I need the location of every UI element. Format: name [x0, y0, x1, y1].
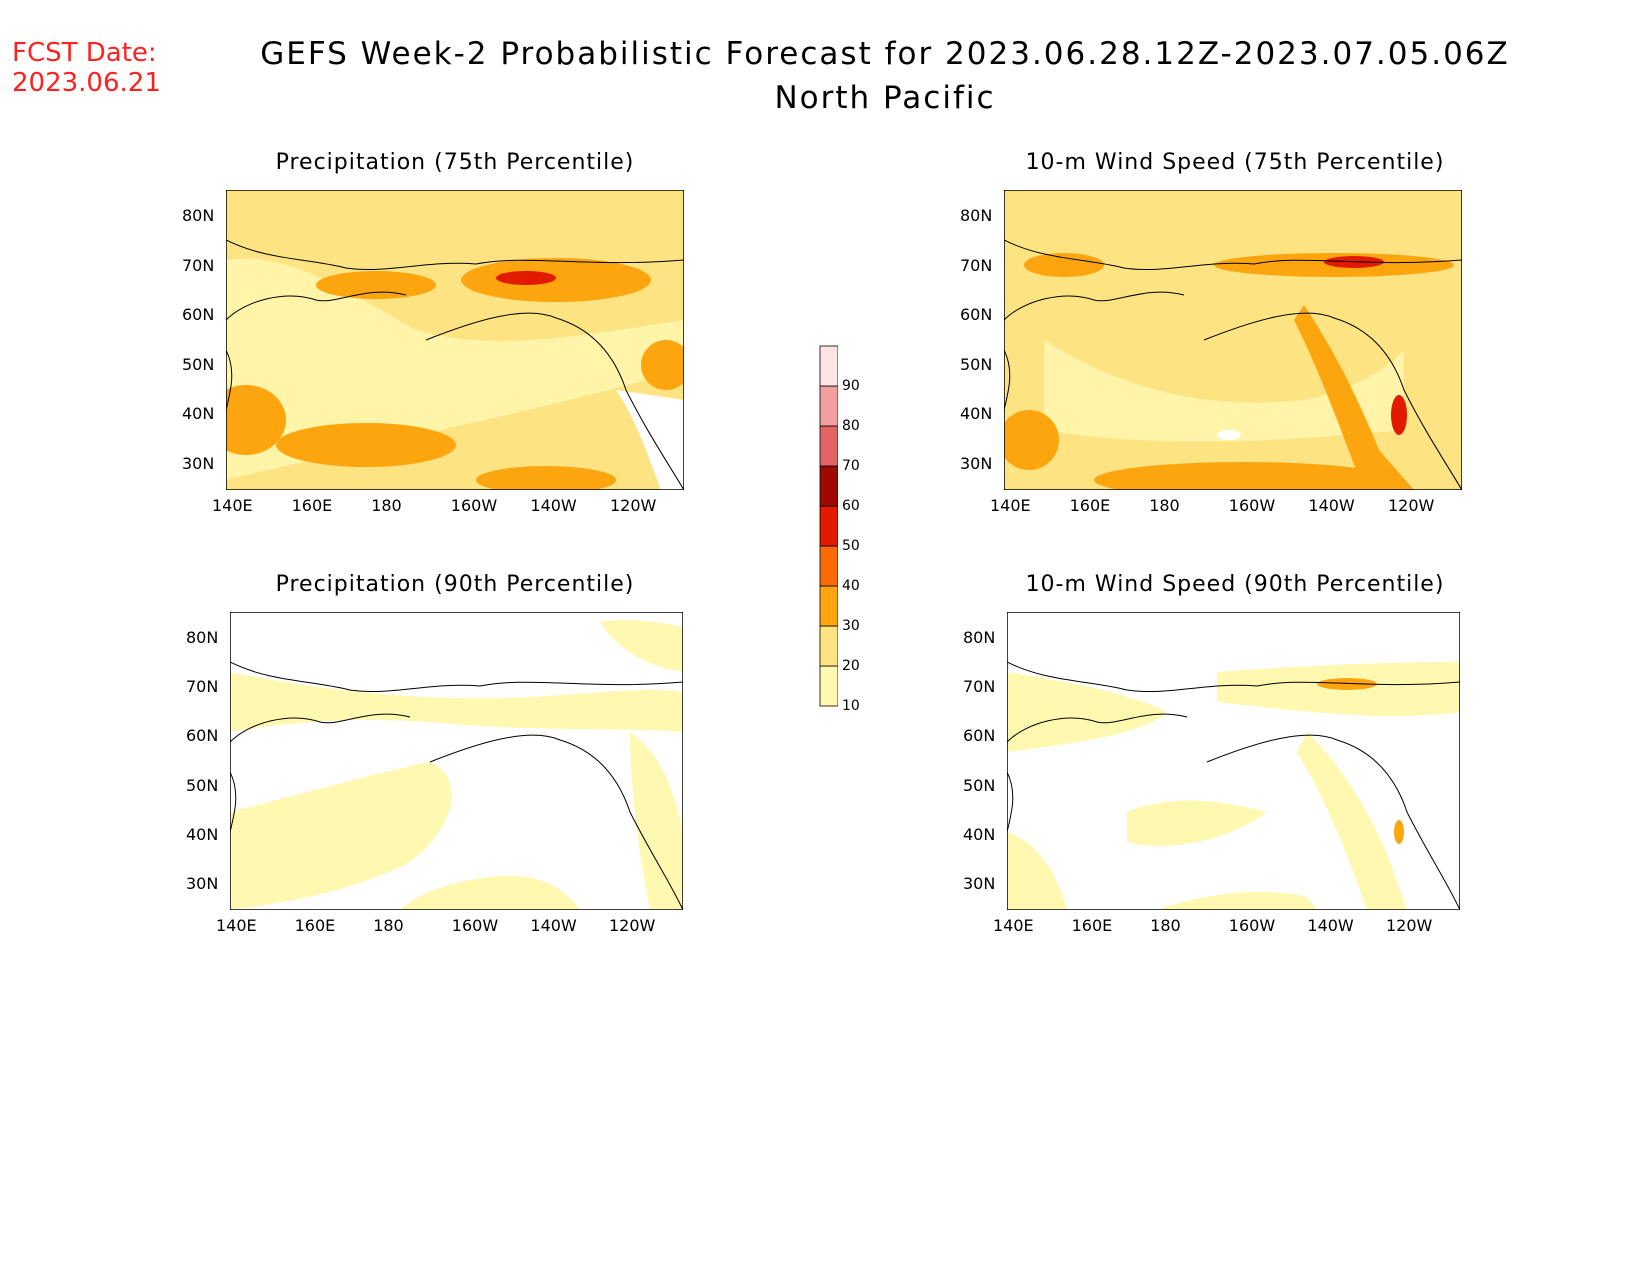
lon-tick-label: 180	[1149, 496, 1180, 515]
colorbar-segment	[819, 345, 838, 387]
lon-tick-label: 160W	[450, 496, 498, 515]
lat-tick-label: 70N	[182, 255, 215, 275]
lat-tick-label: 40N	[186, 824, 219, 844]
lat-tick-label: 30N	[186, 874, 219, 893]
lon-tick-label: 140W	[530, 916, 577, 935]
panel-title-precip-75: Precipitation (75th Percentile)	[275, 150, 635, 175]
colorbar-segment	[819, 385, 838, 427]
map-wind-90	[1007, 612, 1460, 910]
colorbar-level-label: 10	[842, 698, 860, 714]
colorbar-level-label: 60	[842, 498, 860, 514]
lon-tick-label: 120W	[609, 916, 656, 935]
lon-tick-label: 120W	[610, 496, 657, 515]
colorbar-level-label: 90	[842, 378, 860, 394]
forecast-date-label: FCST Date: 2023.06.21	[12, 38, 161, 98]
lat-tick-label: 80N	[186, 628, 219, 647]
colorbar-level-label: 70	[842, 458, 860, 474]
lon-tick-label: 140W	[530, 496, 577, 515]
page-title: GEFS Week-2 Probabilistic Forecast for 2…	[190, 32, 1580, 120]
colorbar-level-label: 40	[842, 578, 860, 594]
lat-tick-label: 40N	[182, 404, 215, 424]
lon-tick-label: 160W	[1228, 496, 1276, 515]
lat-tick-label: 50N	[186, 775, 219, 795]
lon-tick-label: 140W	[1307, 916, 1354, 935]
lat-tick-label: 50N	[963, 775, 996, 795]
lon-tick-label: 180	[371, 496, 402, 515]
lat-tick-label: 30N	[963, 874, 996, 893]
fcst-date: 2023.06.21	[12, 68, 161, 98]
lat-tick-label: 60N	[186, 726, 219, 746]
colorbar-level-label: 20	[842, 658, 860, 674]
map-precip-75	[226, 190, 684, 490]
panel-title-wind-75: 10-m Wind Speed (75th Percentile)	[1025, 150, 1445, 175]
lon-tick-label: 120W	[1388, 496, 1435, 515]
colorbar-segment	[819, 625, 838, 667]
colorbar-level-label: 30	[842, 618, 860, 634]
lat-tick-label: 60N	[963, 726, 996, 746]
map-precip-90	[230, 612, 683, 910]
lat-tick-label: 70N	[186, 677, 219, 697]
colorbar-segment	[819, 465, 838, 507]
colorbar	[819, 345, 838, 707]
lon-tick-label: 140W	[1308, 496, 1355, 515]
lon-tick-label: 160E	[294, 916, 336, 935]
lon-tick-label: 140E	[990, 496, 1031, 515]
lon-tick-label: 120W	[1386, 916, 1433, 935]
fcst-label: FCST Date:	[12, 38, 157, 68]
title-line-1: GEFS Week-2 Probabilistic Forecast for 2…	[260, 36, 1510, 72]
colorbar-segment	[819, 505, 838, 547]
lat-tick-label: 80N	[963, 628, 996, 647]
lat-tick-label: 80N	[182, 206, 215, 225]
title-line-2: North Pacific	[774, 80, 996, 116]
panel-title-precip-90: Precipitation (90th Percentile)	[275, 572, 635, 597]
lat-tick-label: 40N	[960, 404, 993, 424]
colorbar-segment	[819, 665, 838, 707]
lat-tick-label: 30N	[182, 454, 215, 473]
lat-tick-label: 70N	[963, 677, 996, 697]
lat-tick-label: 60N	[960, 305, 993, 325]
lat-tick-label: 80N	[960, 206, 993, 225]
lon-tick-label: 140E	[216, 916, 257, 935]
lat-tick-label: 70N	[960, 255, 993, 275]
colorbar-segment	[819, 425, 838, 467]
lon-tick-label: 160W	[451, 916, 499, 935]
lon-tick-label: 160E	[1071, 916, 1113, 935]
lon-tick-label: 180	[373, 916, 404, 935]
panel-title-wind-90: 10-m Wind Speed (90th Percentile)	[1025, 572, 1445, 597]
lat-tick-label: 40N	[963, 824, 996, 844]
map-wind-75	[1004, 190, 1462, 490]
lon-tick-label: 160E	[1069, 496, 1111, 515]
lon-tick-label: 160E	[291, 496, 333, 515]
lon-tick-label: 140E	[993, 916, 1034, 935]
colorbar-segment	[819, 585, 838, 627]
colorbar-level-label: 80	[842, 418, 860, 434]
lat-tick-label: 30N	[960, 454, 993, 473]
lon-tick-label: 160W	[1228, 916, 1276, 935]
colorbar-segment	[819, 545, 838, 587]
lon-tick-label: 180	[1150, 916, 1181, 935]
colorbar-level-label: 50	[842, 538, 860, 554]
lat-tick-label: 50N	[182, 354, 215, 374]
lon-tick-label: 140E	[212, 496, 253, 515]
lat-tick-label: 50N	[960, 354, 993, 374]
lat-tick-label: 60N	[182, 305, 215, 325]
